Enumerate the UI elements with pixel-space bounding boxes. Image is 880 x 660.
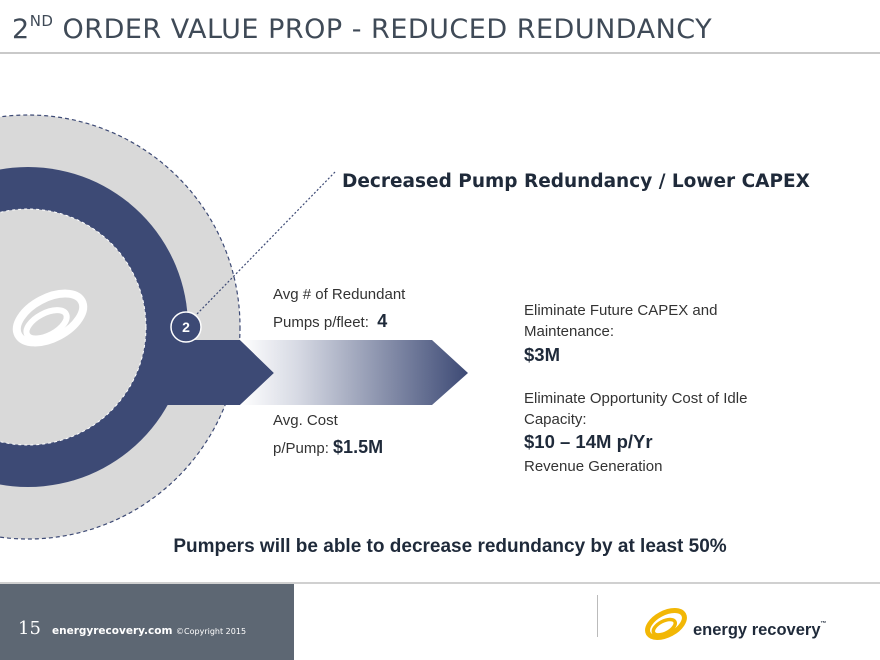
- footer-divider-line: [0, 582, 880, 584]
- subtitle: Decreased Pump Redundancy / Lower CAPEX: [342, 171, 810, 192]
- energy-recovery-swirl-icon: [12, 289, 88, 347]
- capex-text: Eliminate Future CAPEX and Maintenance:: [524, 302, 718, 340]
- summary-statement: Pumpers will be able to decrease redunda…: [173, 536, 727, 557]
- badge-number: 2: [182, 319, 190, 335]
- connector-line: [196, 171, 336, 315]
- diagram-art: 2: [0, 114, 468, 540]
- opportunity-text: Eliminate Opportunity Cost of Idle Capac…: [524, 390, 748, 428]
- footer-vertical-divider: [597, 595, 598, 637]
- energy-recovery-logo-icon: [645, 607, 687, 641]
- cost-per-pump-label: Avg. Cost p/Pump: $1.5M: [273, 412, 384, 457]
- footer-panel: [0, 584, 294, 660]
- navy-chevron: [160, 340, 274, 405]
- cost-per-pump-value: $1.5M: [333, 437, 384, 457]
- page-title: 2ND ORDER VALUE PROP - REDUCED REDUNDANC…: [12, 12, 713, 45]
- revenue-note: Revenue Generation: [524, 458, 663, 475]
- redundant-pumps-value: 4: [377, 311, 388, 331]
- badge-circle: [170, 311, 202, 343]
- gradient-arrow: [240, 340, 468, 405]
- opportunity-value: $10 – 14M p/Yr: [524, 431, 653, 452]
- redundant-pumps-label: Avg # of Redundant Pumps p/fleet: 4: [273, 286, 406, 331]
- capex-value: $3M: [524, 344, 560, 365]
- page-number: 15: [18, 618, 41, 639]
- title-divider: [0, 52, 880, 54]
- logo-text: energy recovery™: [693, 621, 827, 639]
- footer-site: energyrecovery.com ©Copyright 2015: [52, 625, 247, 637]
